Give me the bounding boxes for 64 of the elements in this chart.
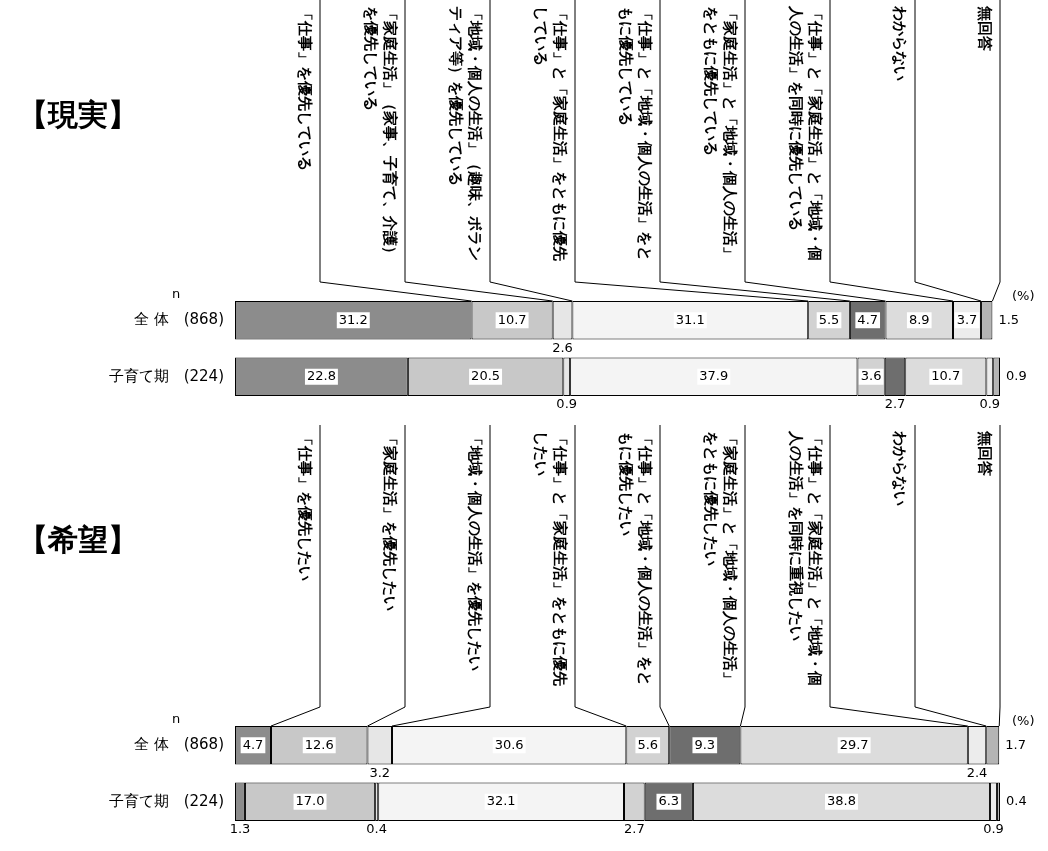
data-label: 9.3 (694, 736, 716, 752)
data-label: 1.5 (998, 311, 1020, 327)
text: 「仕事」を優先したい (295, 431, 314, 583)
text: 「仕事」と「家庭生活」をともに優先している (531, 6, 569, 263)
data-label: 4.7 (857, 311, 879, 327)
data-label: 0.9 (1006, 368, 1027, 384)
data-label: 29.7 (839, 736, 869, 752)
y-tick-label: 子育て期 (224) (108, 366, 224, 385)
text: 「仕事」と「地域・個人の生活」をともに優先している (616, 6, 654, 263)
text: 「仕事」と「家庭生活」と「地域・個人の生活」を同時に優先している (786, 6, 824, 263)
data-label: 1.3 (229, 821, 251, 837)
data-label: 38.8 (827, 793, 856, 809)
text: 「家庭生活」（家事、子育て、介護）を優先している (361, 6, 399, 263)
data-label: 2.7 (624, 821, 645, 837)
text: わからない (890, 6, 909, 83)
y-tick-label: 全 体 (868) (133, 310, 224, 329)
data-label: 4.7 (242, 736, 264, 752)
text: 無回答 (975, 6, 994, 53)
data-label: 12.6 (304, 736, 334, 752)
text: 無回答 (975, 431, 994, 478)
data-label: 37.9 (699, 368, 729, 384)
data-label: 17.0 (295, 793, 325, 809)
text: n (172, 286, 181, 301)
data-label: 0.9 (979, 396, 1001, 412)
text: 「家庭生活」を優先したい (380, 431, 399, 613)
data-label: 2.4 (966, 764, 988, 780)
text: わからない (890, 431, 909, 508)
data-label: 2.6 (552, 339, 573, 355)
text: (%) (1012, 713, 1035, 728)
text: 「地域・個人の生活」（趣味、ボランティア等）を優先している (446, 6, 484, 263)
data-label: 20.5 (471, 368, 501, 384)
text: 「仕事」と「地域・個人の生活」をともに優先したい (616, 431, 654, 688)
text: 「仕事」と「家庭生活」をともに優先したい (531, 431, 569, 688)
data-label: 10.7 (497, 311, 527, 327)
data-label: 5.5 (818, 311, 840, 327)
text: 「家庭生活」と「地域・個人の生活」をともに優先したい (701, 431, 739, 688)
data-label: 0.4 (1006, 793, 1027, 809)
data-label: 31.2 (338, 311, 368, 327)
data-label: 1.7 (1005, 736, 1026, 752)
data-label: 22.8 (306, 368, 336, 384)
data-label: 3.7 (956, 311, 978, 327)
data-label: 3.2 (369, 764, 391, 780)
data-label: 30.6 (494, 736, 524, 752)
text: (%) (1012, 288, 1035, 303)
text: 「仕事」を優先している (295, 6, 314, 173)
y-tick-label: 子育て期 (224) (108, 791, 224, 810)
y-tick-label: 全 体 (868) (133, 735, 224, 754)
data-label: 2.7 (884, 396, 906, 412)
text: 「地域・個人の生活」を優先したい (465, 431, 484, 673)
text: n (172, 711, 181, 726)
data-label: 10.7 (931, 368, 961, 384)
data-label: 0.4 (366, 821, 388, 837)
chart-title: 【現実】 (18, 96, 138, 134)
data-label: 32.1 (486, 793, 516, 809)
data-label: 5.6 (637, 736, 659, 752)
data-label: 3.6 (860, 368, 882, 384)
data-label: 31.1 (675, 311, 705, 327)
text: 「家庭生活」と「地域・個人の生活」をともに優先している (701, 6, 739, 263)
text: 「仕事」と「家庭生活」と「地域・個人の生活」を同時に重視したい (786, 431, 824, 688)
data-label: 0.9 (556, 396, 578, 412)
chart-title: 【希望】 (18, 521, 138, 559)
data-label: 6.3 (658, 793, 680, 809)
data-label: 8.9 (908, 311, 930, 327)
data-label: 0.9 (983, 821, 1004, 837)
